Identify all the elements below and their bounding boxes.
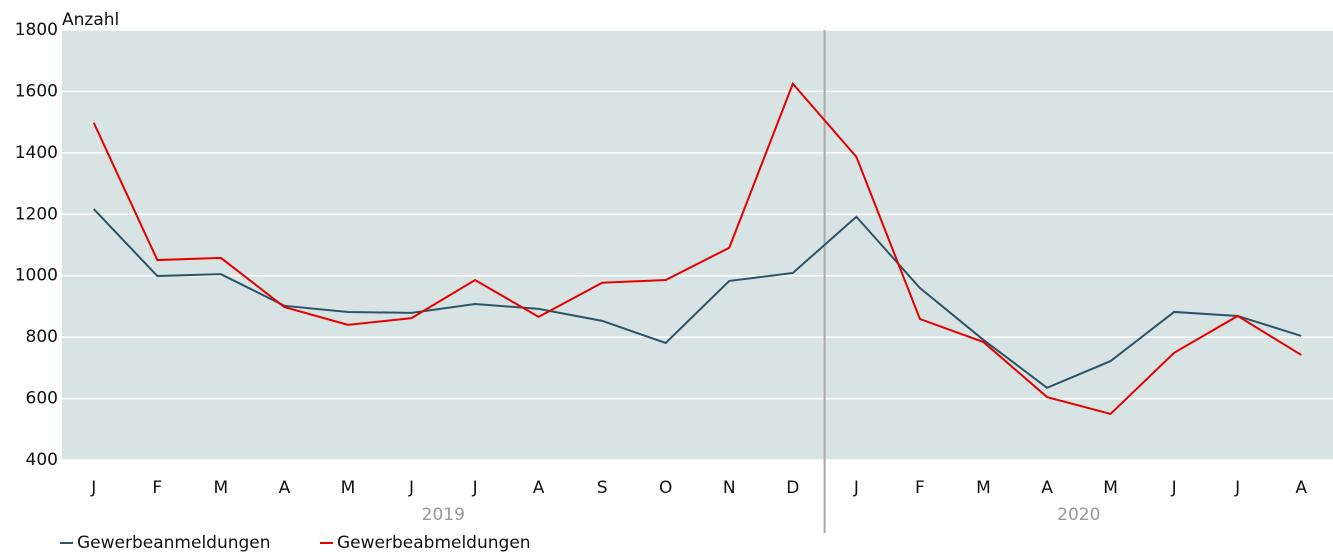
series-line bbox=[93, 208, 1302, 389]
x-tick-label: J bbox=[472, 478, 478, 498]
year-label: 2019 bbox=[422, 505, 465, 525]
x-tick-label: O bbox=[659, 478, 672, 498]
series-line bbox=[92, 81, 1302, 416]
x-tick-label: J bbox=[853, 478, 859, 498]
legend-label: Gewerbeabmeldungen bbox=[337, 533, 531, 553]
x-tick-label: J bbox=[1171, 478, 1177, 498]
y-tick-label: 1400 bbox=[15, 143, 58, 163]
x-tick-label: F bbox=[915, 478, 925, 498]
x-tick-label: N bbox=[723, 478, 736, 498]
legend-label: Gewerbeanmeldungen bbox=[77, 533, 271, 553]
y-tick-label: 1000 bbox=[15, 266, 58, 286]
x-tick-label: A bbox=[279, 478, 291, 498]
x-tick-label: S bbox=[597, 478, 608, 498]
y-tick-label: 1600 bbox=[15, 81, 58, 101]
x-tick-label: A bbox=[1295, 478, 1307, 498]
plot-area bbox=[62, 30, 1333, 460]
y-tick-label: 800 bbox=[26, 327, 58, 347]
x-tick-label: M bbox=[976, 478, 991, 498]
x-tick-label: M bbox=[1103, 478, 1118, 498]
year-label: 2020 bbox=[1057, 505, 1100, 525]
x-tick-label: F bbox=[152, 478, 162, 498]
y-tick-label: 1800 bbox=[15, 20, 58, 40]
x-tick-label: A bbox=[1041, 478, 1053, 498]
y-tick-label: 600 bbox=[26, 389, 58, 409]
x-tick-label: J bbox=[408, 478, 414, 498]
x-tick-label: D bbox=[786, 478, 799, 498]
x-tick-label: M bbox=[214, 478, 229, 498]
y-tick-label: 1200 bbox=[15, 204, 58, 224]
x-tick-label: J bbox=[1234, 478, 1240, 498]
x-tick-label: A bbox=[533, 478, 545, 498]
x-tick-label: J bbox=[90, 478, 96, 498]
y-axis-label: Anzahl bbox=[62, 10, 119, 30]
x-tick-label: M bbox=[341, 478, 356, 498]
y-tick-label: 400 bbox=[26, 450, 58, 470]
